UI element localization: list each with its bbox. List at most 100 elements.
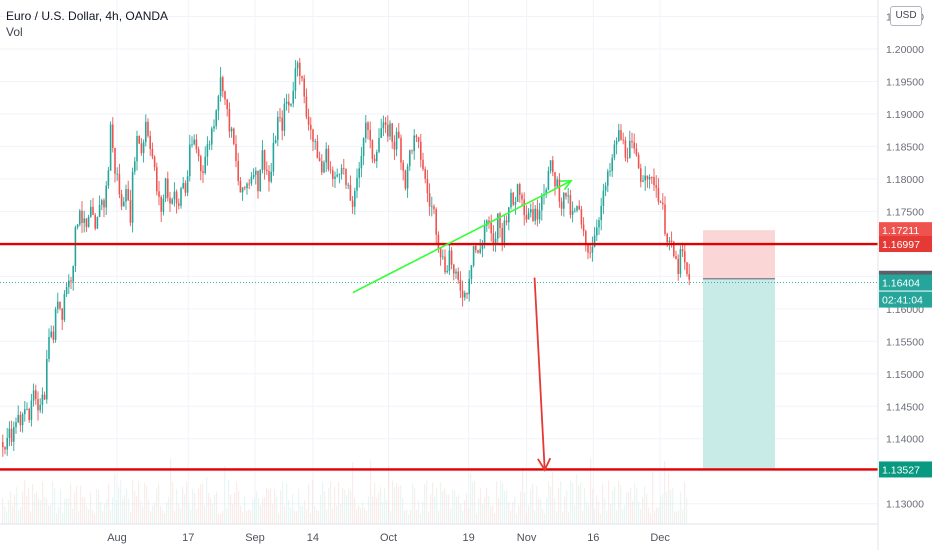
volume-bar [320, 494, 322, 524]
candle-down [675, 256, 677, 259]
candle-up [131, 171, 134, 223]
candle-down [156, 167, 158, 192]
volume-bar [500, 480, 502, 524]
price-tag-label: 1.16404 [882, 278, 920, 290]
volume-bar [258, 498, 260, 524]
volume-bar [548, 482, 550, 524]
volume-bar [416, 509, 418, 524]
price-tag-box [879, 222, 932, 239]
volume-bar [542, 509, 544, 524]
candle-down [415, 135, 418, 138]
candle-down [404, 170, 407, 189]
candle-up [563, 192, 565, 209]
time-tick-label: 14 [307, 532, 319, 544]
candle-up [644, 175, 646, 181]
volume-bar [48, 505, 50, 524]
volume-bar [204, 505, 206, 524]
candle-down [52, 331, 55, 340]
candle-down [578, 205, 580, 210]
volume-bar [566, 490, 568, 524]
candle-up [431, 206, 433, 208]
horizontal-levels[interactable] [0, 242, 878, 471]
volume-bar [36, 491, 38, 524]
volume-bar [94, 513, 96, 524]
candle-up [596, 227, 598, 236]
volume-bar [634, 483, 636, 524]
volume-bar [584, 487, 586, 524]
candle-up [63, 293, 66, 320]
volume-bar [384, 488, 386, 524]
candle-up [648, 176, 651, 180]
candle-down [453, 264, 455, 274]
symbol-title[interactable]: Euro / U.S. Dollar, 4h, OANDA [6, 9, 169, 23]
candle-up [180, 188, 182, 206]
volume-bar [160, 506, 162, 524]
candle-down [640, 168, 642, 182]
volume-bar [346, 494, 348, 524]
volume-bar [84, 497, 86, 524]
volume-bar [424, 484, 426, 524]
volume-bar [44, 497, 46, 524]
volume-bar [286, 483, 288, 524]
candle-up [116, 173, 118, 175]
candle-up [79, 210, 81, 225]
candle-down [147, 121, 149, 136]
drawings[interactable] [352, 180, 573, 472]
candle-up [378, 137, 380, 153]
volume-bar [652, 471, 654, 524]
volume-bar [472, 482, 474, 524]
volume-bar [468, 508, 470, 524]
volume-bar [308, 484, 310, 524]
price-tag-box [879, 236, 932, 253]
candle-down [402, 162, 404, 171]
volume-bar [410, 509, 412, 524]
volume-bar [404, 510, 406, 524]
volume-bar [484, 497, 486, 524]
price-tag-label: 1.17211 [882, 225, 919, 237]
volume-bar [318, 510, 320, 524]
position-zones[interactable] [703, 230, 775, 470]
candle-up [193, 139, 195, 145]
volume-bar [214, 494, 216, 524]
candle-up [455, 271, 457, 274]
volume-bar [140, 500, 142, 524]
volume-bar [390, 510, 392, 524]
volume-bar [156, 488, 158, 524]
candle-up [83, 218, 85, 223]
candle-down [228, 108, 231, 132]
candle-down [299, 62, 301, 77]
candle-down [373, 158, 376, 162]
volume-bar [132, 480, 134, 524]
time-axis[interactable]: Aug 17 Sep 14 Oct 19 Nov 16 Dec [0, 523, 878, 544]
candle-up [246, 183, 248, 189]
candle-up [259, 170, 261, 192]
volume-bar [54, 488, 56, 524]
candle-up [173, 191, 176, 200]
volume-bar [332, 508, 334, 524]
currency-button[interactable]: USD [890, 6, 922, 26]
candle-down [112, 124, 114, 148]
candle-down [477, 250, 479, 253]
candle-down [681, 249, 684, 252]
candle-down [536, 208, 539, 220]
volume-bar [676, 512, 678, 524]
chart-legend: Euro / U.S. Dollar, 4h, OANDA Vol [6, 8, 168, 40]
candle-down [569, 195, 572, 215]
volume-bar [328, 488, 330, 524]
volume-bar [546, 497, 548, 524]
candle-down [662, 202, 664, 205]
volume-bar [184, 494, 186, 524]
volume-bar [678, 510, 680, 524]
candle-down [499, 213, 501, 228]
candle-down [138, 135, 140, 144]
volume-bar [298, 488, 300, 524]
volume-bar [8, 500, 10, 524]
volume-bar [370, 460, 372, 524]
volume-indicator-label[interactable]: Vol [6, 25, 23, 39]
price-tag-box [879, 291, 932, 308]
candle-down [321, 161, 323, 173]
volume-bar [618, 480, 620, 524]
volume-bar [502, 482, 504, 524]
candle-up [270, 171, 272, 182]
